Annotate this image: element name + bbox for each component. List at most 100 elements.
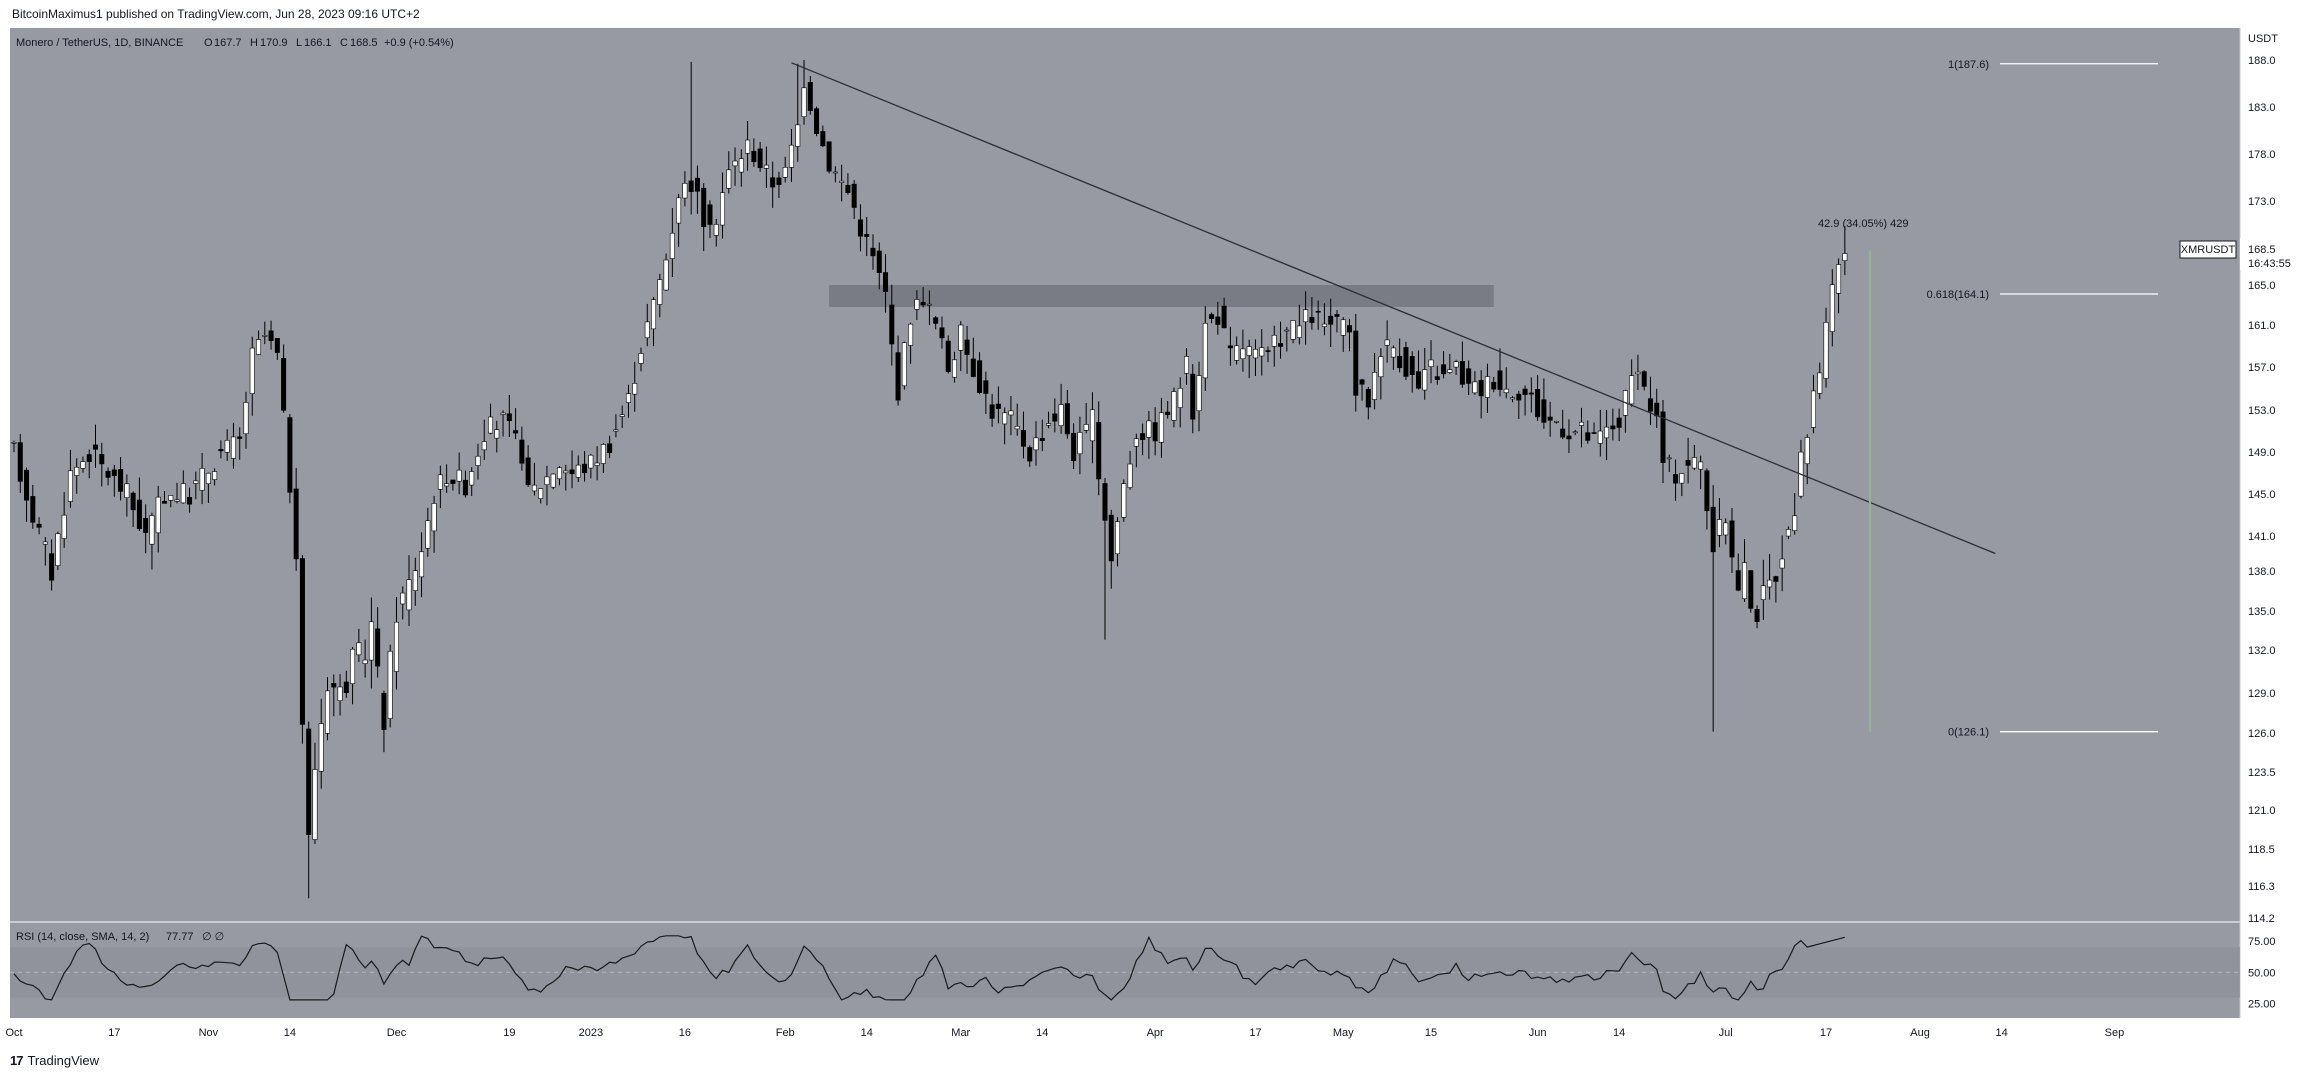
y-tick-label: 132.0	[2248, 645, 2276, 657]
candle-body	[1372, 372, 1378, 400]
candle-body	[488, 416, 494, 434]
candle-body	[1698, 461, 1704, 470]
candle-body	[575, 464, 581, 478]
candle-body	[425, 520, 431, 549]
candle-body	[1654, 402, 1660, 417]
candle-body	[644, 321, 650, 339]
candle-body	[1108, 514, 1114, 562]
candle-body	[1478, 380, 1484, 397]
candle-body	[801, 87, 807, 117]
candle-body	[293, 488, 299, 560]
candle-body	[1597, 430, 1603, 444]
candle-body	[939, 327, 945, 339]
candle-body	[594, 462, 600, 466]
candle-body	[1748, 570, 1754, 609]
candle-body	[1710, 506, 1716, 553]
candle-body	[61, 514, 67, 539]
x-tick-label: 17	[108, 1027, 120, 1039]
candle-body	[788, 144, 794, 168]
candle-body	[74, 466, 80, 476]
candle-body	[876, 250, 882, 273]
y-tick-label: 145.0	[2248, 489, 2276, 501]
candle-body	[983, 380, 989, 394]
candle-body	[1842, 253, 1848, 261]
x-tick-label: 14	[1036, 1027, 1048, 1039]
candle-body	[1259, 347, 1265, 357]
x-tick-label: 15	[1425, 1027, 1437, 1039]
candle-body	[1365, 389, 1371, 408]
candle-body	[713, 224, 719, 236]
candle-body	[651, 299, 657, 330]
candle-body	[763, 164, 769, 169]
published-text: BitcoinMaximus1 published on TradingView…	[12, 7, 420, 21]
candle-body	[1152, 422, 1158, 442]
candle-body	[1641, 371, 1647, 387]
resistance-zone	[829, 285, 1494, 307]
candle-body	[274, 338, 280, 353]
overlay-layer: 1(187.6) 0.618(164.1) 0(126.1)	[791, 59, 2158, 739]
candle-body	[86, 454, 92, 462]
candle-body	[299, 558, 305, 725]
ohlc-legend: O 167.7 H 170.9 L 166.1 C 168.5 +0.9 (+0…	[204, 37, 454, 49]
rsi-legend: RSI (14, close, SMA, 14, 2)	[16, 931, 149, 943]
candle-body	[945, 340, 951, 373]
candle-body	[1115, 521, 1121, 555]
candle-body	[1002, 412, 1008, 425]
candle-body	[1328, 315, 1334, 325]
tradingview-brand[interactable]: 17 TradingView	[10, 1053, 99, 1068]
candle-body	[42, 541, 48, 545]
candle-body	[155, 496, 161, 534]
candle-body	[569, 469, 575, 475]
candle-body	[701, 187, 707, 227]
candle-body	[914, 299, 920, 310]
candle-body	[839, 180, 845, 183]
candle-body	[24, 469, 30, 501]
candle-body	[531, 484, 537, 492]
candle-body	[1146, 420, 1152, 438]
candle-body	[1390, 347, 1396, 358]
candle-body	[343, 681, 349, 694]
x-tick-label: Aug	[1910, 1027, 1930, 1039]
candle-body	[1008, 410, 1014, 416]
price-axis	[2240, 28, 2315, 1018]
candle-body	[870, 247, 876, 257]
candle-layer	[11, 60, 1848, 899]
price-label-symbol: XMRUSDT	[2181, 244, 2236, 256]
candle-body	[1071, 433, 1077, 462]
candle-body	[883, 272, 889, 292]
candle-body	[124, 483, 130, 498]
candle-body	[1052, 413, 1058, 422]
candle-body	[845, 184, 851, 193]
candle-body	[920, 301, 926, 306]
candle-body	[400, 592, 406, 605]
y-tick-label: 188.0	[2248, 55, 2276, 67]
y-tick-label: 121.0	[2248, 805, 2276, 817]
candle-body	[1171, 391, 1177, 421]
y-tick-label: 129.0	[2248, 688, 2276, 700]
ohlc-c-value: 168.5	[350, 37, 378, 49]
candle-body	[1604, 426, 1610, 439]
x-tick-label: 14	[861, 1027, 873, 1039]
candle-body	[136, 499, 142, 529]
candle-body	[11, 442, 17, 444]
candle-body	[663, 259, 669, 291]
candle-body	[1321, 323, 1327, 327]
candle-body	[262, 335, 268, 337]
candle-body	[1447, 369, 1453, 373]
candle-body	[406, 579, 412, 611]
candle-body	[218, 449, 224, 452]
x-tick-label: 2023	[579, 1027, 603, 1039]
ohlc-o-value: 167.7	[214, 37, 242, 49]
candle-body	[1635, 371, 1641, 375]
x-tick-label: 19	[503, 1027, 515, 1039]
tradingview-logo-icon: 17	[10, 1053, 24, 1068]
y-tick-label: 114.2	[2248, 913, 2275, 925]
candle-body	[1541, 399, 1547, 423]
candle-body	[1422, 369, 1428, 391]
y-tick-label: 123.5	[2248, 767, 2276, 779]
candle-body	[161, 500, 167, 504]
candle-body	[1503, 388, 1509, 394]
candle-body	[180, 483, 186, 504]
candle-body	[669, 232, 675, 259]
ohlc-h-value: 170.9	[260, 37, 288, 49]
